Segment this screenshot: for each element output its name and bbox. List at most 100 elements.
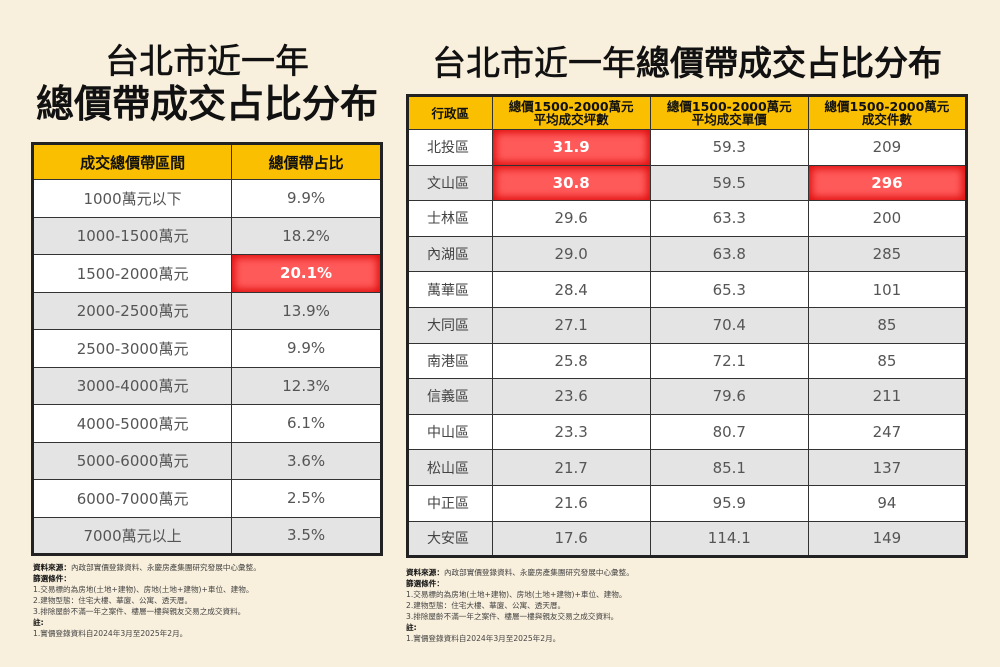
avg-area-cell: 21.7 xyxy=(491,449,651,486)
header-line2: 平均成交坪數 xyxy=(533,112,609,127)
table-row: 松山區 21.7 85.1 137 xyxy=(407,449,968,486)
count-cell: 285 xyxy=(807,235,968,273)
district-cell: 北投區 xyxy=(407,129,493,166)
share-cell: 18.2% xyxy=(231,216,382,255)
avg-price-cell: 65.3 xyxy=(649,271,809,308)
note-item: 1.實價登錄資料自2024年3月至2025年2月。 xyxy=(406,634,561,643)
district-cell: 大安區 xyxy=(407,520,493,558)
table-row: 大安區 17.6 114.1 149 xyxy=(407,520,968,558)
count-cell: 85 xyxy=(807,342,968,380)
avg-area-cell: 31.9 xyxy=(491,129,651,166)
district-cell: 內湖區 xyxy=(407,235,493,273)
district-stats-table: 行政區 總價1500-2000萬元 平均成交坪數 總價1500-2000萬元 平均成… xyxy=(406,94,968,559)
price-band-cell: 3000-4000萬元 xyxy=(31,366,233,405)
header-line1: 總價1500-2000萬元 xyxy=(666,99,792,114)
table-row: 內湖區 29.0 63.8 285 xyxy=(407,235,968,273)
source-label: 資料來源： xyxy=(406,568,444,577)
district-cell: 南港區 xyxy=(407,342,493,380)
table-row: 2500-3000萬元 9.9% xyxy=(31,329,382,368)
count-cell: 296 xyxy=(807,164,968,202)
table-row: 南港區 25.8 72.1 85 xyxy=(407,342,968,380)
price-band-cell: 1000萬元以下 xyxy=(31,179,233,218)
avg-area-cell: 29.0 xyxy=(491,235,651,273)
price-band-cell: 2500-3000萬元 xyxy=(31,329,233,368)
table-row: 信義區 23.6 79.6 211 xyxy=(407,378,968,415)
avg-area-cell: 30.8 xyxy=(491,164,651,202)
price-band-cell: 1500-2000萬元 xyxy=(31,254,233,293)
count-cell: 94 xyxy=(807,484,968,522)
right-notes: 資料來源：內政部實價登錄資料、永慶房產集團研究發展中心彙整。 篩選條件： 1.交… xyxy=(406,567,634,644)
share-cell: 2.5% xyxy=(231,479,382,518)
source-text: 內政部實價登錄資料、永慶房產集團研究發展中心彙整。 xyxy=(443,568,634,577)
header-line1: 總價1500-2000萬元 xyxy=(824,99,950,114)
avg-price-cell: 70.4 xyxy=(649,306,809,344)
avg-price-cell: 95.9 xyxy=(649,484,809,522)
avg-area-cell: 25.8 xyxy=(491,342,651,380)
count-cell: 85 xyxy=(807,306,968,344)
price-band-cell: 1000-1500萬元 xyxy=(31,216,233,255)
district-cell: 士林區 xyxy=(407,200,493,237)
count-cell: 247 xyxy=(807,413,968,451)
note-label: 註: xyxy=(33,618,44,627)
avg-price-cell: 59.3 xyxy=(649,129,809,166)
header-share: 總價帶占比 xyxy=(231,143,382,180)
header-district: 行政區 xyxy=(407,95,493,130)
left-title-line2: 總價帶成交占比分布 xyxy=(35,82,378,126)
avg-area-cell: 29.6 xyxy=(491,200,651,237)
filter-item: 3.排除屋齡不滿一年之案件、樓層一樓與親友交易之成交資料。 xyxy=(406,612,619,621)
header-line2: 成交件數 xyxy=(861,112,912,127)
avg-price-cell: 85.1 xyxy=(649,449,809,486)
source-line: 資料來源：內政部實價登錄資料、永慶房產集團研究發展中心彙整。 xyxy=(406,567,634,578)
header-line1: 行政區 xyxy=(431,105,470,121)
table-row: 士林區 29.6 63.3 200 xyxy=(407,200,968,237)
avg-price-cell: 79.6 xyxy=(649,378,809,415)
header-line1: 總價1500-2000萬元 xyxy=(508,99,634,114)
table-row: 萬華區 28.4 65.3 101 xyxy=(407,271,968,308)
source-text: 內政部實價登錄資料、永慶房產集團研究發展中心彙整。 xyxy=(70,563,261,572)
table-row: 4000-5000萬元 6.1% xyxy=(31,404,382,443)
price-band-cell: 2000-2500萬元 xyxy=(31,291,233,330)
source-label: 資料來源： xyxy=(33,563,71,572)
right-title: 台北市近一年總價帶成交占比分布 xyxy=(406,44,968,85)
district-cell: 中山區 xyxy=(407,413,493,451)
table-row: 北投區 31.9 59.3 209 xyxy=(407,129,968,166)
avg-area-cell: 27.1 xyxy=(491,306,651,344)
table-row: 文山區 30.8 59.5 296 xyxy=(407,164,968,202)
table-row: 1000-1500萬元 18.2% xyxy=(31,216,382,255)
avg-price-cell: 63.3 xyxy=(649,200,809,237)
district-cell: 萬華區 xyxy=(407,271,493,308)
table-row: 中山區 23.3 80.7 247 xyxy=(407,413,968,451)
table-row: 3000-4000萬元 12.3% xyxy=(31,366,382,405)
filter-label: 篩選條件： xyxy=(406,579,444,588)
share-cell: 3.6% xyxy=(231,441,382,480)
header-price-band: 成交總價帶區間 xyxy=(31,143,233,180)
price-band-cell: 5000-6000萬元 xyxy=(31,441,233,480)
table-row: 1500-2000萬元 20.1% xyxy=(31,254,382,293)
table-row: 5000-6000萬元 3.6% xyxy=(31,441,382,480)
table-row: 6000-7000萬元 2.5% xyxy=(31,479,382,518)
filter-item: 1.交易標的為房地(土地+建物)、房地(土地+建物)+車位、建物。 xyxy=(406,590,627,599)
count-cell: 200 xyxy=(807,200,968,237)
filter-item: 3.排除屋齡不滿一年之案件、樓層一樓與親友交易之成交資料。 xyxy=(33,607,246,616)
note-label: 註: xyxy=(406,623,417,632)
count-cell: 137 xyxy=(807,449,968,486)
avg-area-cell: 23.3 xyxy=(491,413,651,451)
district-cell: 信義區 xyxy=(407,378,493,415)
table-row: 中正區 21.6 95.9 94 xyxy=(407,484,968,522)
left-title: 台北市近一年 總價帶成交占比分布 xyxy=(31,42,383,126)
table-row: 1000萬元以下 9.9% xyxy=(31,179,382,218)
avg-area-cell: 28.4 xyxy=(491,271,651,308)
count-cell: 209 xyxy=(807,129,968,166)
share-cell: 9.9% xyxy=(231,179,382,218)
share-cell: 6.1% xyxy=(231,404,382,443)
filter-item: 2.建物型態：住宅大樓、華廈、公寓、透天厝。 xyxy=(33,596,193,605)
avg-price-cell: 114.1 xyxy=(649,520,809,558)
header-avg-area: 總價1500-2000萬元 平均成交坪數 xyxy=(491,95,651,130)
district-cell: 大同區 xyxy=(407,306,493,344)
filter-item: 1.交易標的為房地(土地+建物)、房地(土地+建物)+車位、建物。 xyxy=(33,585,254,594)
avg-price-cell: 72.1 xyxy=(649,342,809,380)
left-title-line1: 台北市近一年 xyxy=(105,42,310,83)
right-title-part1: 台北市近一年 xyxy=(432,44,637,85)
price-band-cell: 7000萬元以上 xyxy=(31,516,233,555)
district-cell: 中正區 xyxy=(407,484,493,522)
